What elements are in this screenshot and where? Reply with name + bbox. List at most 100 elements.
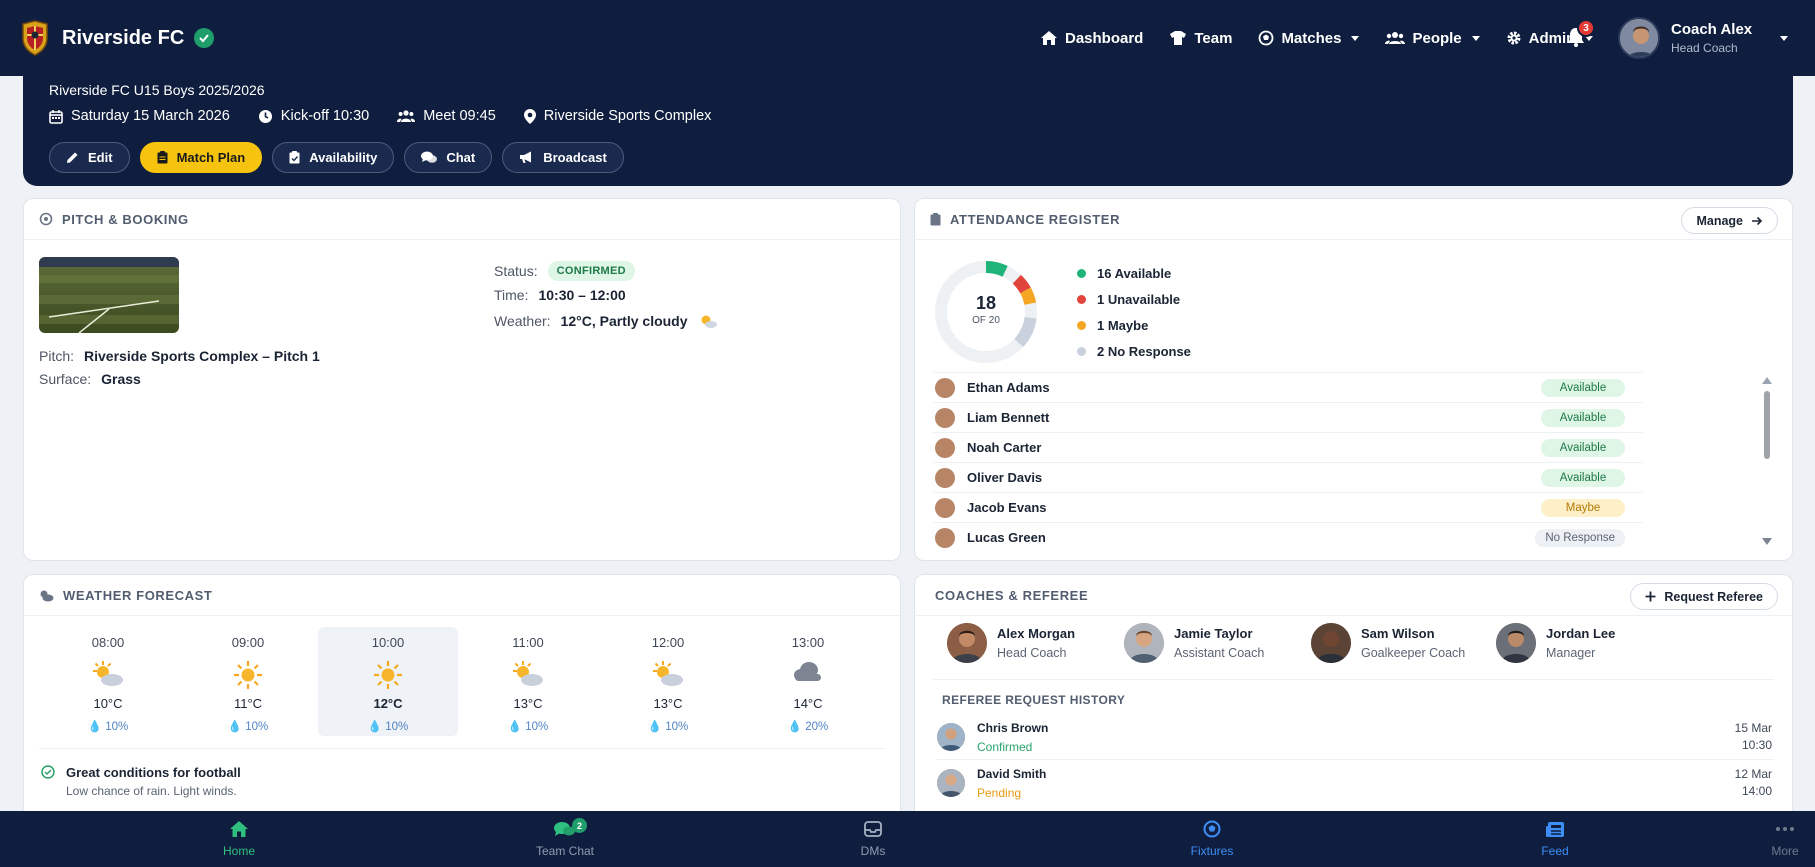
panel-header: COACHES & REFEREE [915,575,1792,616]
nav-dashboard[interactable]: Dashboard [1040,30,1143,47]
attendance-legend: 16 Available 1 Unavailable 1 Maybe 2 No … [1077,260,1191,364]
forecast-hour[interactable]: 11:00 13°C 💧 10% [458,627,598,736]
forecast-hour[interactable]: 08:00 10°C 💧 10% [38,627,178,736]
surface-row: Surface: Grass [39,371,141,387]
nav-team[interactable]: Team [1169,30,1232,47]
coach-card[interactable]: Jordan Lee Manager [1496,623,1615,663]
request-status: Pending [977,785,1022,800]
forecast-hour[interactable]: 09:00 11°C 💧 10% [178,627,318,736]
field-label: Time: [494,287,529,303]
edit-button[interactable]: Edit [49,142,130,173]
nav-admin[interactable]: Admin [1506,30,1594,47]
nav-label: People [1412,29,1462,47]
forecast-rain: 💧 10% [87,721,129,733]
clock-icon [258,109,272,123]
request-time: 14:00 [1741,784,1772,798]
plus-icon [1645,591,1656,602]
chevron-down-icon [1471,35,1480,41]
status-badge[interactable]: Available [1541,468,1625,487]
verified-icon [194,28,215,48]
weather-forecast-panel: WEATHER FORECAST 08:00 10°C 💧 10% 09:00 … [23,574,901,824]
availability-button[interactable]: Availability [272,142,395,173]
notifications-button[interactable]: 3 [1565,19,1595,50]
panel-header: WEATHER FORECAST [24,575,900,616]
button-label: Chat [446,150,476,165]
manage-button[interactable]: Manage [1681,207,1778,234]
bottom-nav-more[interactable]: More [1725,817,1815,858]
forecast-hour[interactable]: 13:00 14°C 💧 20% [738,627,878,736]
user-menu[interactable]: Coach Alex Head Coach [1618,17,1789,59]
request-referee-button[interactable]: Request Referee [1630,583,1778,610]
nav-label: Home [222,844,255,858]
match-plan-button[interactable]: Match Plan [139,142,263,173]
forecast-hour[interactable]: 12:00 13°C 💧 10% [598,627,738,736]
legend-dot [1077,294,1086,304]
location-pin-icon [523,108,536,124]
donut-segment [935,261,1037,363]
pitch-photo[interactable] [39,257,179,333]
shirt-icon [1170,31,1187,45]
forecast-time: 08:00 [91,635,125,650]
list-item[interactable]: Oliver Davis Available [933,462,1643,492]
date-text: Saturday 15 March 2026 [71,108,230,124]
legend-label: 16 Available [1097,265,1172,281]
attendance-donut-chart: 18 OF 20 [933,259,1039,365]
forecast-time: 12:00 [651,635,685,650]
status-badge: CONFIRMED [547,261,635,281]
bottom-nav-team-chat[interactable]: 2 Team Chat [505,817,625,858]
coach-card[interactable]: Alex Morgan Head Coach [947,623,1124,663]
weather-summary: Great conditions for football Low chance… [41,765,241,798]
coach-name: Jamie Taylor [1174,626,1253,641]
cloud-icon [792,660,824,690]
list-item[interactable]: Noah Carter Available [933,432,1643,462]
bottom-nav-fixtures[interactable]: Fixtures [1152,817,1272,858]
main-menu: Dashboard Team Matches People Admin [1040,0,1594,76]
chat-button[interactable]: Chat [404,142,493,173]
list-item[interactable]: Liam Bennett Available [933,402,1643,432]
rain-chance: 20% [805,721,829,733]
panel-title: WEATHER FORECAST [63,587,213,603]
coach-card[interactable]: Sam Wilson Goalkeeper Coach [1311,623,1496,663]
kickoff-text: Kick-off 10:30 [280,108,370,124]
table-row[interactable]: Chris Brown Confirmed 15 Mar 10:30 [937,716,1774,758]
divider [937,759,1774,760]
bottom-nav-feed[interactable]: Feed [1495,817,1615,858]
time-row: Time: 10:30 – 12:00 [494,287,626,303]
bottom-nav-dms[interactable]: DMs [813,817,933,858]
venue-text: Riverside Sports Complex [543,108,712,124]
match-header: Riverside FC U15 Boys 2025/2026 Saturday… [23,60,1793,186]
coach-role: Assistant Coach [1174,646,1265,660]
avatar [1496,623,1536,663]
rain-chance: 10% [665,721,689,733]
status-badge[interactable]: No Response [1535,528,1625,547]
list-item[interactable]: Jacob Evans Maybe [933,492,1643,522]
list-item[interactable]: Ethan Adams Available [933,372,1643,402]
status-badge[interactable]: Available [1541,408,1625,427]
summary-text: Low chance of rain. Light winds. [66,784,237,798]
list-item[interactable]: Lucas Green No Response [933,522,1643,552]
app-title[interactable]: Riverside FC [62,26,185,49]
partly-cloudy-icon [701,315,717,328]
users-icon [1385,32,1406,44]
status-badge[interactable]: Available [1541,378,1625,397]
nav-people[interactable]: People [1385,29,1480,47]
club-crest-icon[interactable] [20,20,50,56]
broadcast-button[interactable]: Broadcast [502,142,624,173]
status-badge[interactable]: Available [1541,438,1625,457]
forecast-rain: 💧 10% [227,721,269,733]
status-badge[interactable]: Maybe [1541,498,1625,517]
coach-card[interactable]: Jamie Taylor Assistant Coach [1124,623,1311,663]
forecast-hour-selected[interactable]: 10:00 12°C 💧 10% [318,627,458,736]
scrollbar[interactable] [1762,377,1772,545]
referee-name: Chris Brown [977,720,1049,735]
avatar [935,407,955,428]
player-name: Ethan Adams [967,380,1050,395]
bottom-nav-home[interactable]: Home [179,817,299,858]
player-name: Oliver Davis [967,470,1043,485]
nav-label: More [1771,844,1799,858]
table-row[interactable]: David Smith Pending 12 Mar 14:00 [937,762,1774,804]
notification-badge: 3 [1577,19,1595,37]
avatar [937,769,965,797]
nav-matches[interactable]: Matches [1258,30,1360,47]
hourly-forecast: 08:00 10°C 💧 10% 09:00 11°C 💧 10% 10:00 … [38,627,878,736]
